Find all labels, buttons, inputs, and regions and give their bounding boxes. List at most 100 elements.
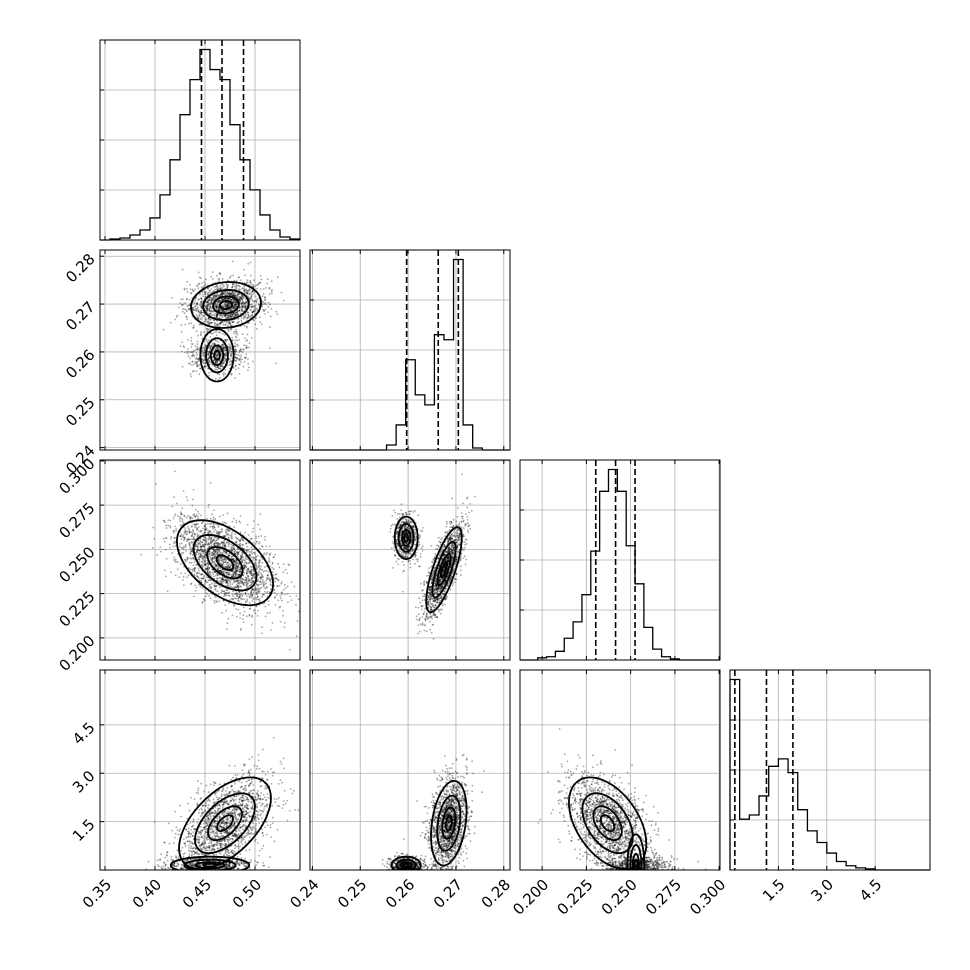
sample-point	[234, 553, 237, 555]
sample-point	[209, 296, 212, 299]
sample-point	[248, 595, 251, 598]
sample-point	[200, 529, 203, 532]
sample-point	[234, 356, 237, 358]
sample-point	[204, 365, 207, 368]
sample-point	[261, 576, 264, 579]
sample-point	[208, 323, 211, 326]
sample-point	[209, 557, 212, 559]
sample-point	[204, 349, 207, 352]
sample-point	[226, 579, 229, 582]
sample-point	[250, 565, 253, 568]
sample-point	[229, 315, 232, 317]
sample-point	[246, 291, 249, 294]
sample-point	[233, 570, 236, 573]
sample-point	[228, 579, 231, 582]
sample-point	[208, 573, 211, 576]
sample-point	[237, 595, 240, 598]
sample-point	[187, 308, 190, 311]
sample-point	[164, 569, 166, 572]
sample-point	[180, 547, 183, 549]
sample-point	[264, 298, 267, 301]
sample-point	[236, 585, 239, 587]
sample-point	[224, 338, 226, 341]
sample-point	[239, 594, 242, 597]
sample-point	[241, 543, 244, 546]
sample-point	[250, 577, 253, 579]
sample-point	[230, 298, 233, 301]
sample-point	[231, 260, 234, 263]
sample-point	[216, 304, 219, 307]
sample-point	[216, 324, 219, 327]
sample-point	[215, 531, 218, 534]
sample-point	[242, 606, 245, 609]
sample-point	[207, 532, 210, 534]
sample-point	[271, 292, 273, 295]
sample-point	[220, 541, 223, 543]
sample-point	[265, 582, 267, 585]
sample-point	[248, 293, 251, 295]
sample-point	[236, 303, 239, 306]
sample-point	[227, 573, 230, 576]
sample-point	[216, 539, 219, 541]
sample-point	[199, 548, 202, 551]
sample-point	[239, 577, 242, 580]
sample-point	[236, 567, 239, 569]
sample-point	[216, 368, 219, 371]
sample-point	[432, 573, 435, 576]
sample-point	[255, 555, 257, 557]
sample-point	[254, 576, 256, 578]
sample-point	[199, 552, 202, 555]
sample-point	[261, 574, 264, 577]
sample-point	[243, 610, 246, 613]
histogram-step	[100, 48, 301, 241]
sample-point	[258, 281, 261, 284]
sample-point	[206, 581, 209, 584]
sample-point	[193, 526, 196, 528]
sample-point	[267, 600, 270, 602]
sample-point	[194, 515, 197, 518]
sample-point	[194, 533, 197, 536]
sample-point	[178, 576, 181, 578]
sample-point	[265, 586, 268, 589]
sample-point	[232, 570, 234, 573]
sample-point	[192, 541, 195, 544]
sample-point	[254, 307, 257, 310]
sample-point	[244, 302, 246, 305]
sample-point	[458, 534, 461, 537]
sample-point	[243, 285, 246, 288]
sample-point	[220, 570, 223, 573]
sample-point	[239, 349, 241, 352]
sample-point	[232, 366, 235, 369]
sample-point	[216, 285, 218, 287]
sample-point	[229, 347, 232, 349]
sample-point	[441, 602, 444, 605]
sample-point	[229, 534, 232, 537]
sample-point	[245, 584, 248, 587]
sample-point	[200, 303, 202, 306]
sample-point	[203, 564, 206, 567]
sample-point	[233, 307, 235, 310]
sample-point	[206, 340, 209, 343]
sample-point	[182, 575, 185, 578]
sample-point	[179, 563, 182, 565]
sample-point	[219, 567, 222, 569]
sample-point	[216, 360, 219, 363]
sample-point	[249, 572, 252, 575]
sample-point	[207, 579, 210, 582]
sample-point	[235, 357, 238, 359]
sample-point	[221, 563, 224, 566]
sample-point	[224, 604, 227, 607]
sample-point	[213, 557, 216, 560]
sample-point	[248, 289, 251, 291]
sample-point	[240, 317, 243, 319]
sample-point	[216, 351, 219, 354]
sample-point	[244, 306, 247, 309]
sample-point	[421, 616, 424, 618]
sample-point	[199, 580, 202, 582]
sample-point	[419, 529, 422, 532]
sample-point	[199, 549, 202, 551]
sample-point	[181, 552, 184, 555]
sample-point	[234, 597, 236, 600]
sample-point	[234, 567, 237, 570]
sample-point	[451, 571, 454, 574]
